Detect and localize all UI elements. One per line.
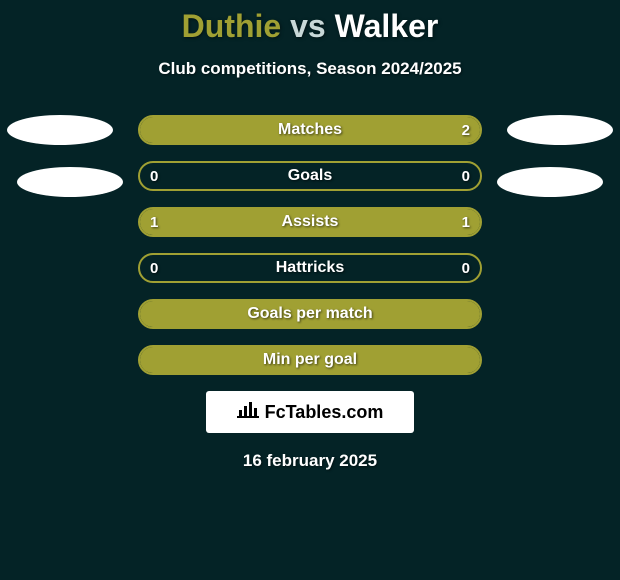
page-title: Duthie vs Walker: [0, 8, 620, 45]
team-badge-right-top: [507, 115, 613, 145]
stat-value-right: 2: [462, 122, 470, 139]
stat-label: Hattricks: [276, 259, 344, 277]
comparison-infographic: Duthie vs Walker Club competitions, Seas…: [0, 0, 620, 471]
stat-value-right: 1: [462, 214, 470, 231]
player1-name: Duthie: [182, 8, 282, 44]
stat-row: Goals per match: [138, 299, 482, 329]
stat-label: Goals per match: [247, 305, 372, 323]
team-badge-left-bottom: [17, 167, 123, 197]
stat-label: Matches: [278, 121, 342, 139]
stat-label: Assists: [282, 213, 339, 231]
logo-text: FcTables.com: [265, 402, 384, 423]
date-text: 16 february 2025: [0, 451, 620, 471]
vs-text: vs: [290, 8, 326, 44]
stat-value-right: 0: [462, 260, 470, 277]
stat-value-left: 0: [150, 168, 158, 185]
stat-row: Matches 2: [138, 115, 482, 145]
chart-icon: [237, 400, 259, 424]
stat-label: Min per goal: [263, 351, 357, 369]
subtitle: Club competitions, Season 2024/2025: [0, 59, 620, 79]
comparison-area: Matches 2 0 Goals 0 1 Assists 1 0 Hattricks 0 Goals…: [0, 115, 620, 375]
stat-value-left: 0: [150, 260, 158, 277]
team-badge-left-top: [7, 115, 113, 145]
stat-label: Goals: [288, 167, 332, 185]
stat-value-right: 0: [462, 168, 470, 185]
team-badge-right-bottom: [497, 167, 603, 197]
fctables-logo: FcTables.com: [206, 391, 414, 433]
stat-row: 1 Assists 1: [138, 207, 482, 237]
stat-row: 0 Goals 0: [138, 161, 482, 191]
stat-value-left: 1: [150, 214, 158, 231]
stat-rows: Matches 2 0 Goals 0 1 Assists 1 0 Hattricks 0 Goals…: [138, 115, 482, 375]
stat-row: 0 Hattricks 0: [138, 253, 482, 283]
player2-name: Walker: [335, 8, 439, 44]
stat-row: Min per goal: [138, 345, 482, 375]
